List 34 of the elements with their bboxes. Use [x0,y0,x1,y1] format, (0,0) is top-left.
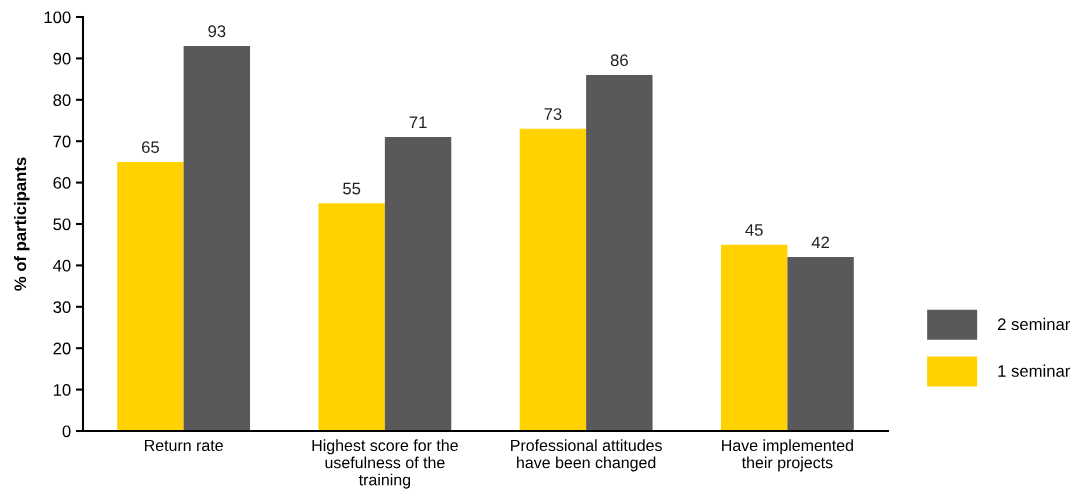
bar [318,203,385,431]
y-tick-label: 70 [53,135,71,148]
y-tick-label: 40 [53,259,71,272]
bar [787,257,854,431]
legend-label: 1 seminar [998,364,1071,377]
data-label: 65 [142,141,159,154]
y-tick-label: 90 [53,52,71,65]
y-tick-label: 100 [44,11,71,24]
legend-label: 2 seminar [997,317,1071,331]
bar [183,45,251,431]
data-label: 45 [745,224,763,236]
data-label: 42 [811,236,830,249]
bar [586,74,653,431]
data-label: 93 [208,25,226,38]
bar [117,161,184,431]
y-axis-title: % of participants [13,157,30,291]
bar [384,137,452,431]
y-tick-label: 10 [53,384,71,396]
y-tick-label: 80 [53,94,71,106]
bar [720,244,788,431]
bar [519,128,587,431]
y-tick-label: 60 [53,177,71,189]
y-tick-label: 50 [53,218,71,231]
x-tick-label: Professional attitudes have been changed [511,439,662,472]
y-tick-label: 20 [53,342,71,355]
data-label: 71 [409,116,427,129]
y-tick-label: 0 [62,425,71,438]
x-tick-label: Highest score for the usefulness of the training [312,439,458,489]
y-tick-label: 30 [53,301,71,313]
data-label: 73 [544,108,562,120]
data-label: 86 [610,54,628,67]
data-label: 55 [343,182,361,195]
x-tick-label: Have implemented their projects [722,439,853,472]
x-tick-label: Return rate [144,439,223,452]
